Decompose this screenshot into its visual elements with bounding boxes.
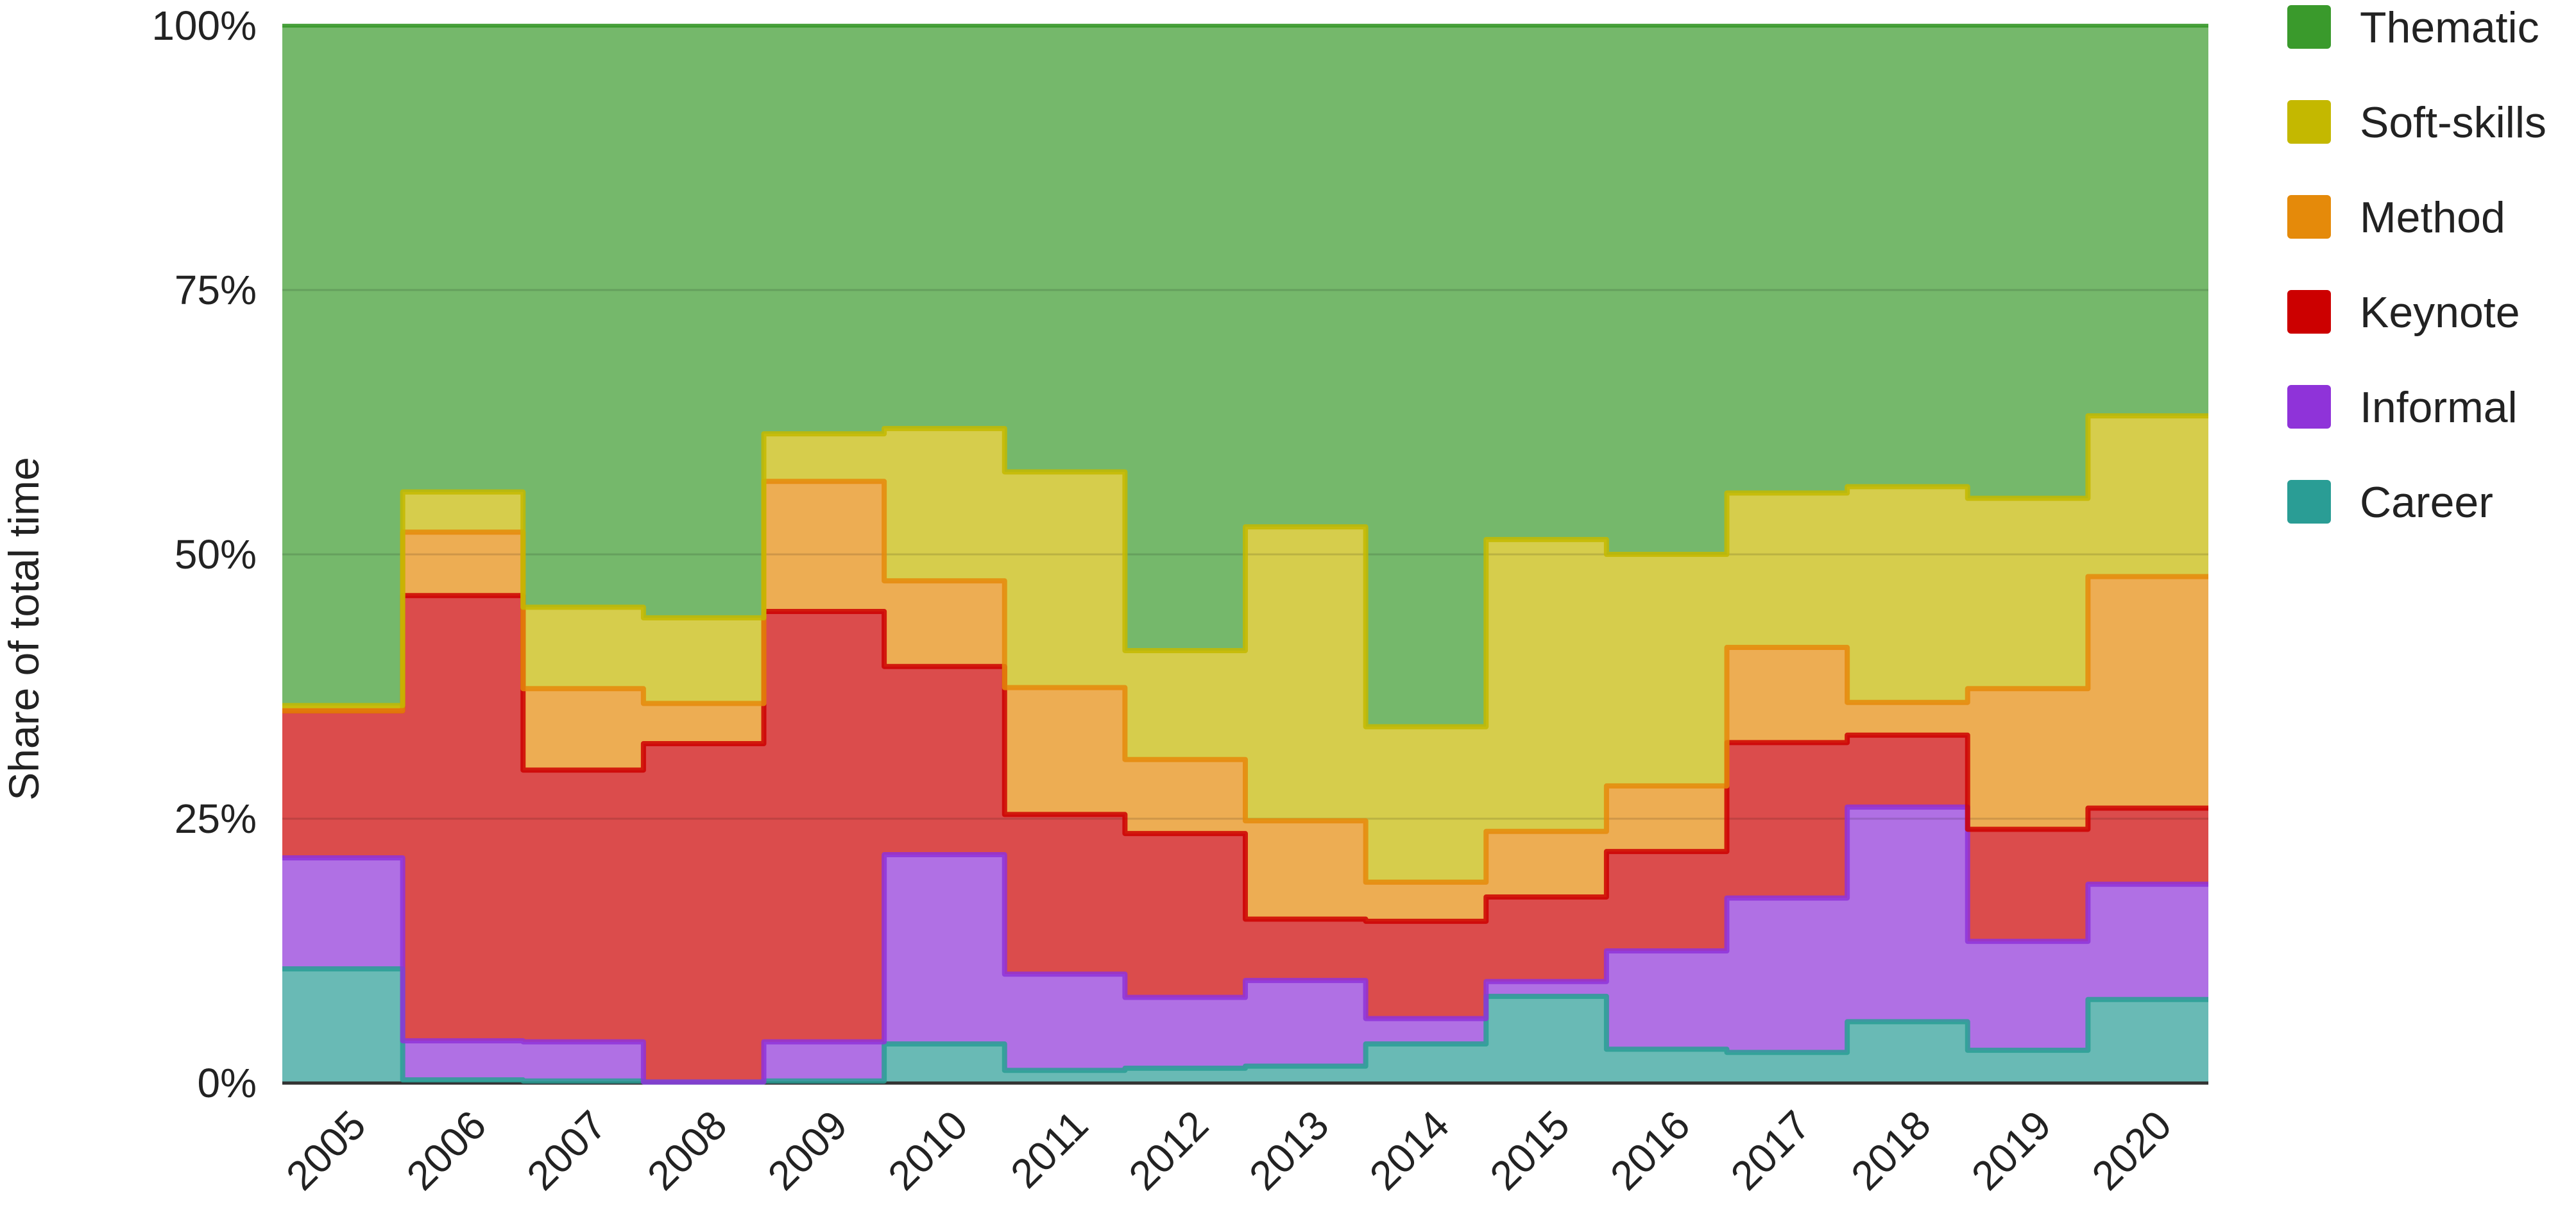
x-tick-label: 2011: [1002, 1102, 1096, 1197]
line-informal: [282, 804, 2208, 1085]
x-tick-label: 2018: [1842, 1102, 1940, 1199]
legend-swatch: [2287, 290, 2331, 334]
x-tick-label: 2012: [1120, 1102, 1218, 1199]
x-tick-label: 2019: [1963, 1102, 2060, 1199]
legend-label: Informal: [2360, 383, 2518, 432]
y-tick-label: 100%: [151, 3, 257, 49]
x-tick-label: 2005: [277, 1102, 375, 1199]
legend-label: Soft-skills: [2360, 98, 2546, 147]
y-tick-label: 0%: [198, 1060, 257, 1106]
x-tick-label: 2010: [879, 1102, 977, 1199]
x-tick-label: 2015: [1481, 1102, 1578, 1199]
line-keynote: [282, 593, 2208, 924]
legend-swatch: [2287, 480, 2331, 524]
x-tick-label: 2017: [1722, 1102, 1820, 1199]
legend-label: Method: [2360, 193, 2505, 242]
x-tick-label: 2020: [2083, 1102, 2181, 1199]
series-borders-layer: [282, 24, 2208, 1085]
y-tick-label: 25%: [175, 796, 257, 842]
line-soft-skills: [282, 413, 2208, 730]
legend-swatch: [2287, 5, 2331, 49]
legend-item: Thematic: [2287, 3, 2539, 52]
legend-label: Career: [2360, 478, 2493, 527]
legend-item: Career: [2287, 478, 2493, 527]
x-tick-label: 2009: [759, 1102, 857, 1199]
x-tick-label: 2013: [1240, 1102, 1338, 1199]
y-axis-title: Share of total time: [0, 457, 47, 801]
x-tick-label: 2006: [398, 1102, 495, 1199]
y-tick-label: 50%: [175, 531, 257, 577]
y-tick-label: 75%: [175, 267, 257, 313]
x-tick-label: 2008: [638, 1102, 736, 1199]
x-tick-label: 2016: [1601, 1102, 1699, 1199]
area-informal: [282, 807, 2208, 1082]
legend-label: Keynote: [2360, 288, 2520, 337]
x-tick-label: 2007: [518, 1102, 615, 1199]
legend-item: Soft-skills: [2287, 98, 2546, 147]
legend-swatch: [2287, 385, 2331, 429]
legend-item: Keynote: [2287, 288, 2520, 337]
line-method: [282, 479, 2208, 885]
legend-swatch: [2287, 100, 2331, 144]
legend: Thematic Soft-skills Method Keynote Informal…: [2287, 3, 2546, 527]
x-tick-label: 2014: [1361, 1102, 1458, 1199]
legend-swatch: [2287, 195, 2331, 239]
legend-item: Informal: [2287, 383, 2518, 432]
legend-item: Method: [2287, 193, 2505, 242]
legend-label: Thematic: [2360, 3, 2539, 52]
